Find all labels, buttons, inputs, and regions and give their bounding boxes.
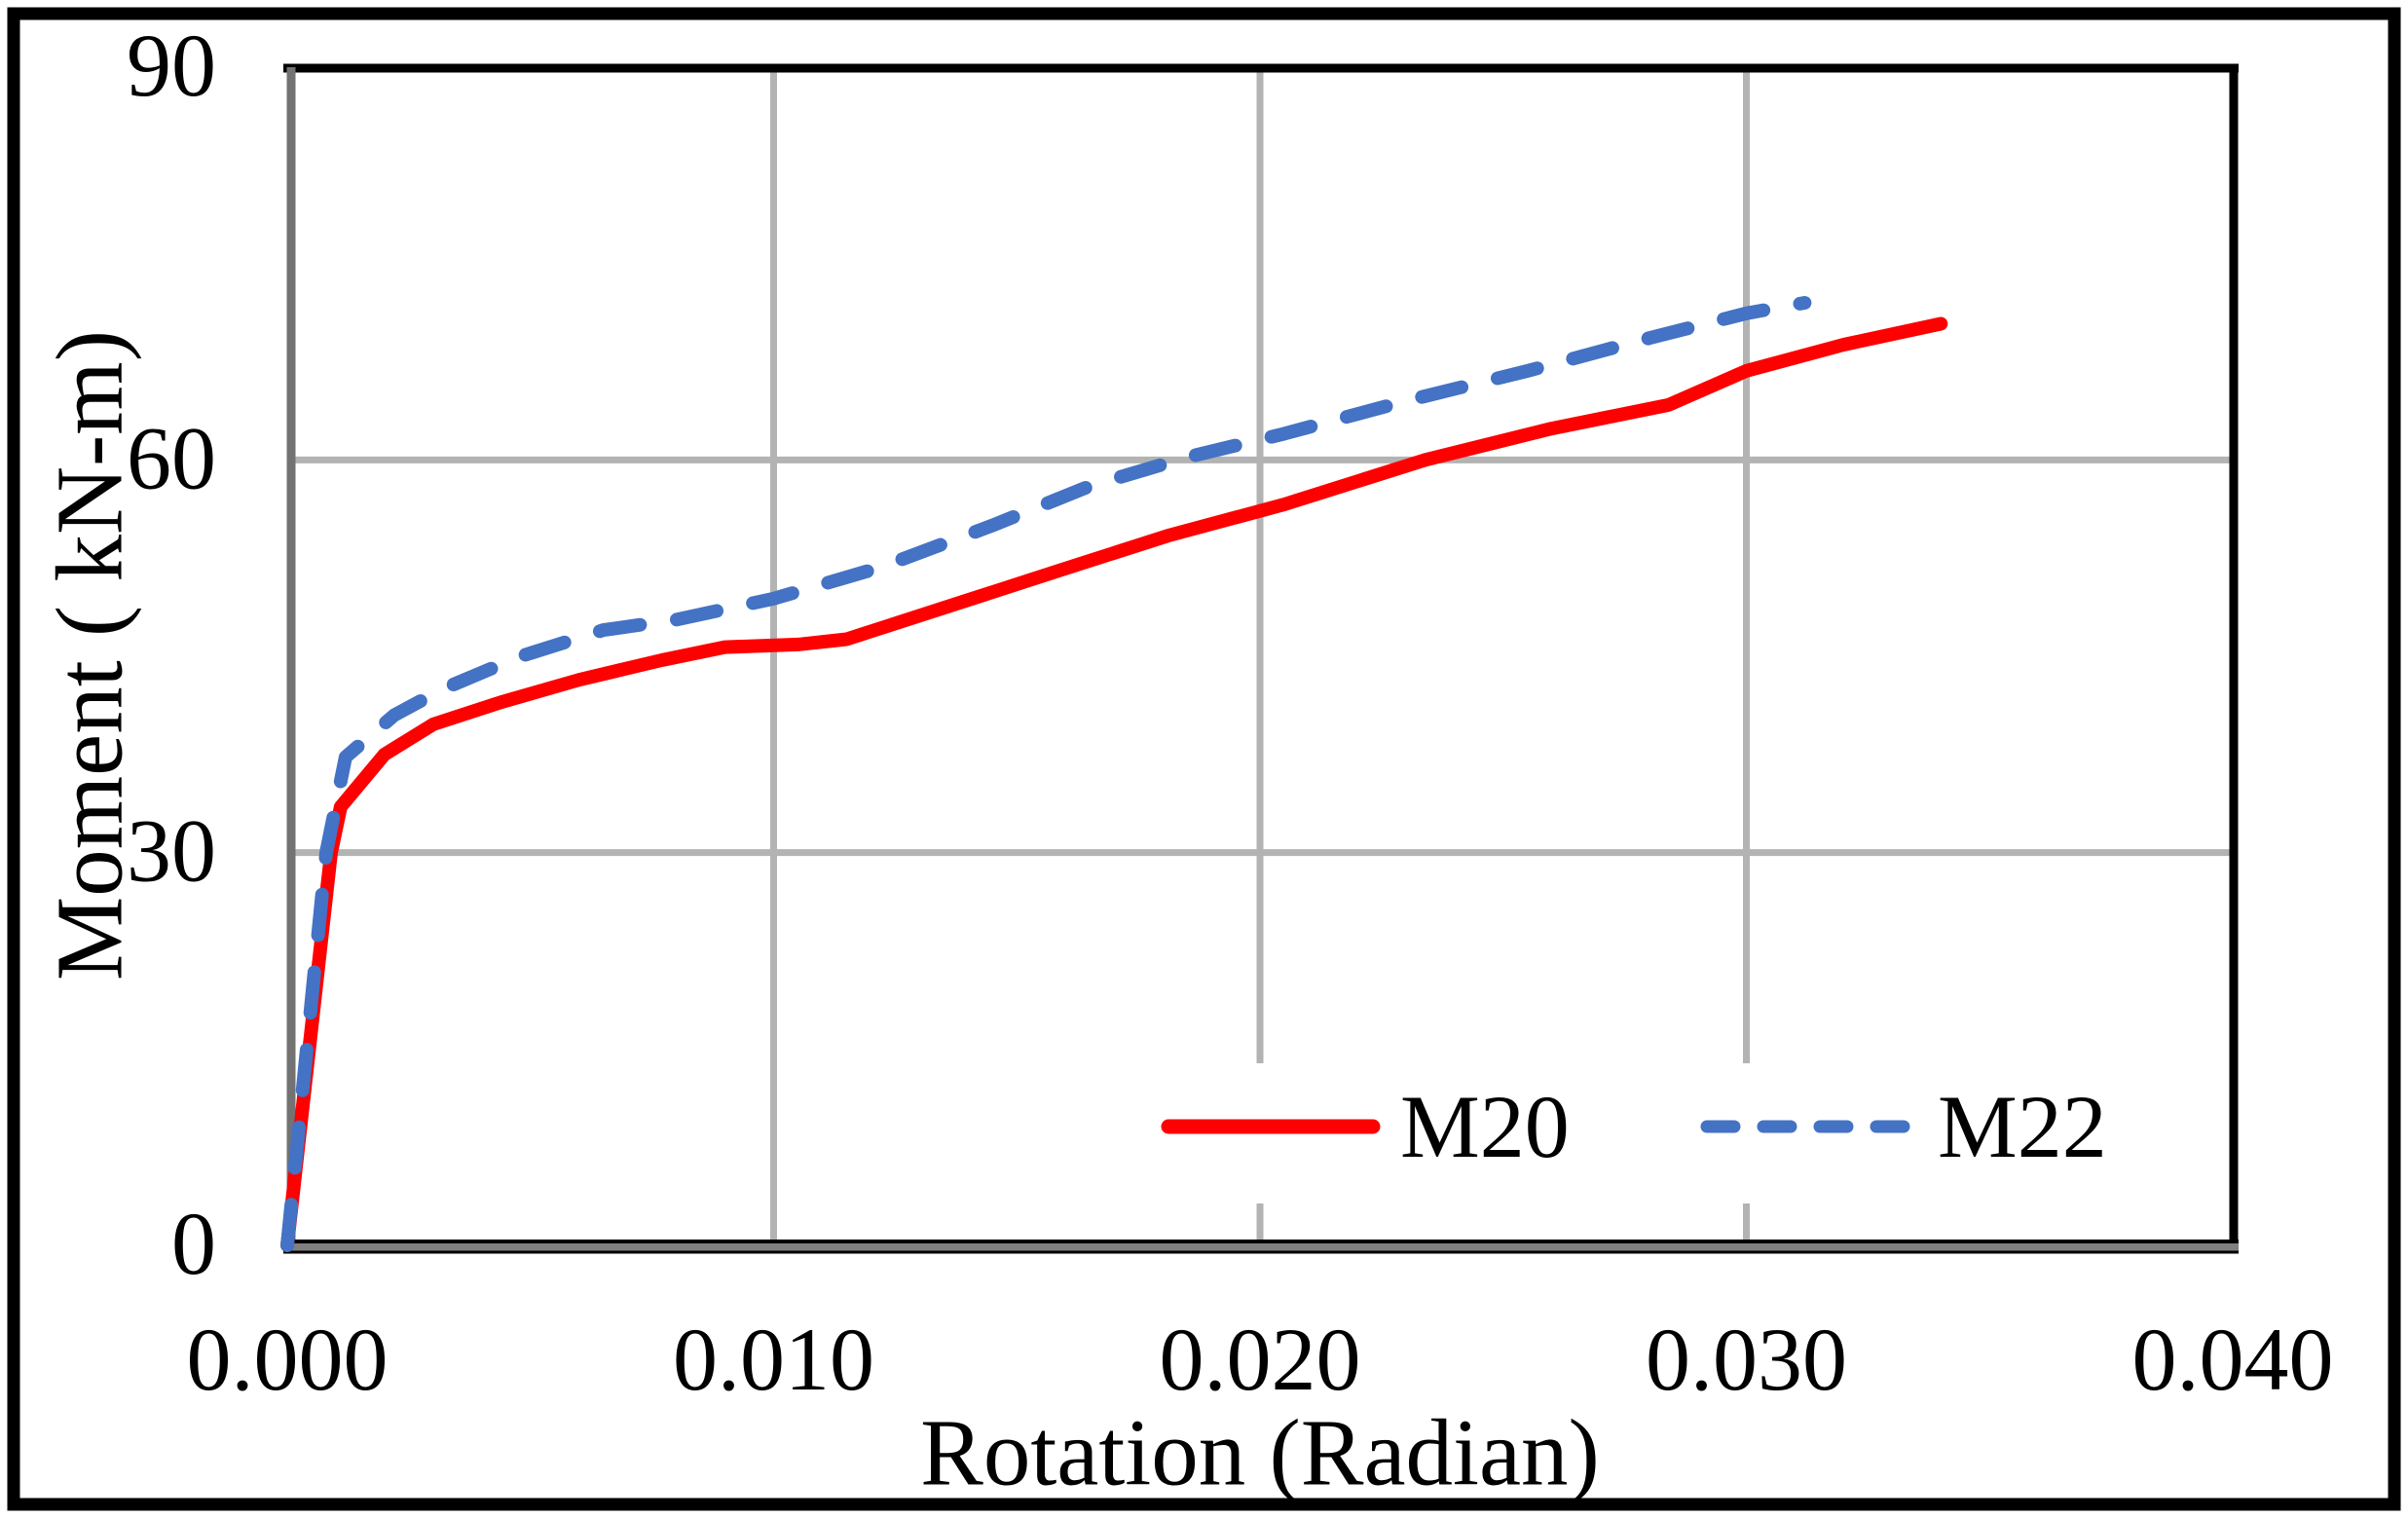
y-axis-title: Moment ( kN-m): [38, 330, 142, 981]
x-tick-labels: 0.000 0.010 0.020 0.030 0.040: [187, 1310, 2334, 1409]
y-tick-labels: 0 30 60 90: [127, 16, 216, 1293]
legend: M20 M22: [1132, 1063, 2167, 1203]
m20-line: [280, 316, 1948, 1252]
x-axis-title: Rotation (Radian): [920, 1401, 1600, 1505]
x-tick-label-0.010: 0.010: [673, 1310, 874, 1409]
plot-border: [283, 63, 2239, 1253]
x-tick-label-0.020: 0.020: [1160, 1310, 1361, 1409]
m22-legend-label: M22: [1938, 1077, 2107, 1176]
x-tick-label-0.000: 0.000: [187, 1310, 389, 1409]
y-tick-label-30: 30: [127, 801, 216, 901]
axis-lines: [283, 67, 2239, 1254]
y-tick-label-60: 60: [127, 408, 216, 507]
m20-legend-label: M20: [1400, 1077, 1570, 1176]
x-tick-label-0.030: 0.030: [1646, 1310, 1847, 1409]
y-tick-label-90: 90: [127, 16, 216, 115]
m22-line: [280, 296, 1812, 1252]
x-tick-label-0.040: 0.040: [2132, 1310, 2334, 1409]
gridlines: [287, 67, 2233, 1245]
y-tick-label-0: 0: [171, 1194, 216, 1293]
outer-border: [7, 7, 2401, 1511]
